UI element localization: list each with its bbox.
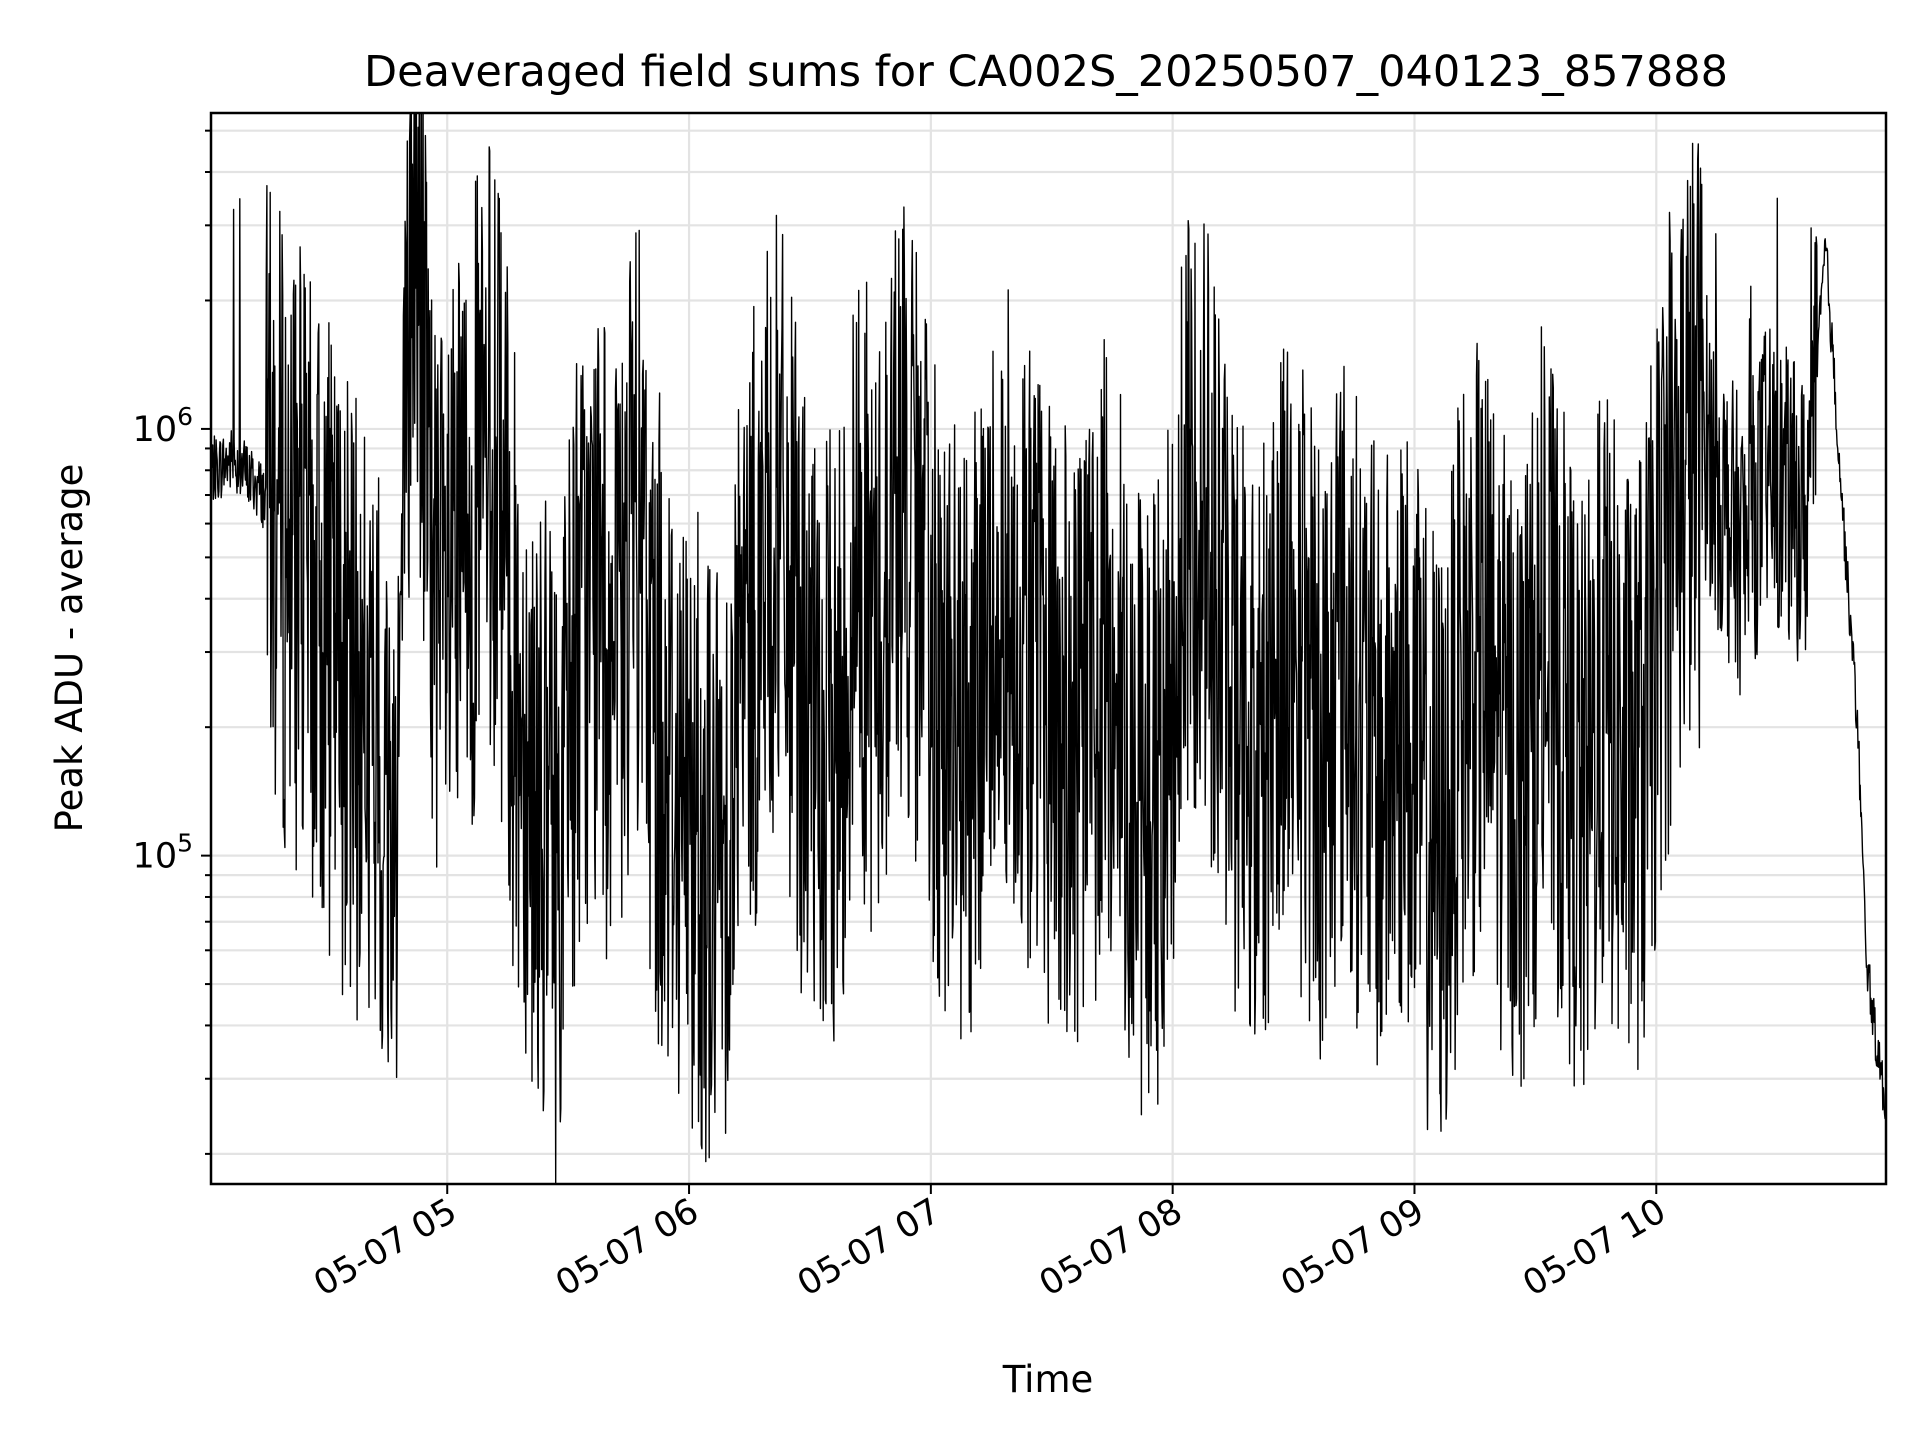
series-line: [210, 112, 1887, 1184]
y-tick-label: 105: [133, 829, 193, 877]
x-tick-label: 05-07 05: [307, 1191, 463, 1304]
x-tick-label: 05-07 10: [1516, 1191, 1672, 1304]
chart-title: Deaveraged field sums for CA002S_2025050…: [364, 47, 1728, 97]
y-tick-label: 106: [133, 402, 193, 450]
plot-frame: [209, 111, 1888, 1186]
x-axis-label: Time: [1002, 1358, 1094, 1401]
x-tick-label: 05-07 08: [1033, 1191, 1189, 1304]
x-tick-label: 05-07 07: [791, 1191, 947, 1304]
x-tick-label: 05-07 06: [549, 1191, 705, 1304]
series-layer: [210, 112, 1887, 1184]
y-axis-label: Peak ADU - average: [48, 464, 91, 833]
x-tick-label: 05-07 09: [1275, 1191, 1431, 1304]
